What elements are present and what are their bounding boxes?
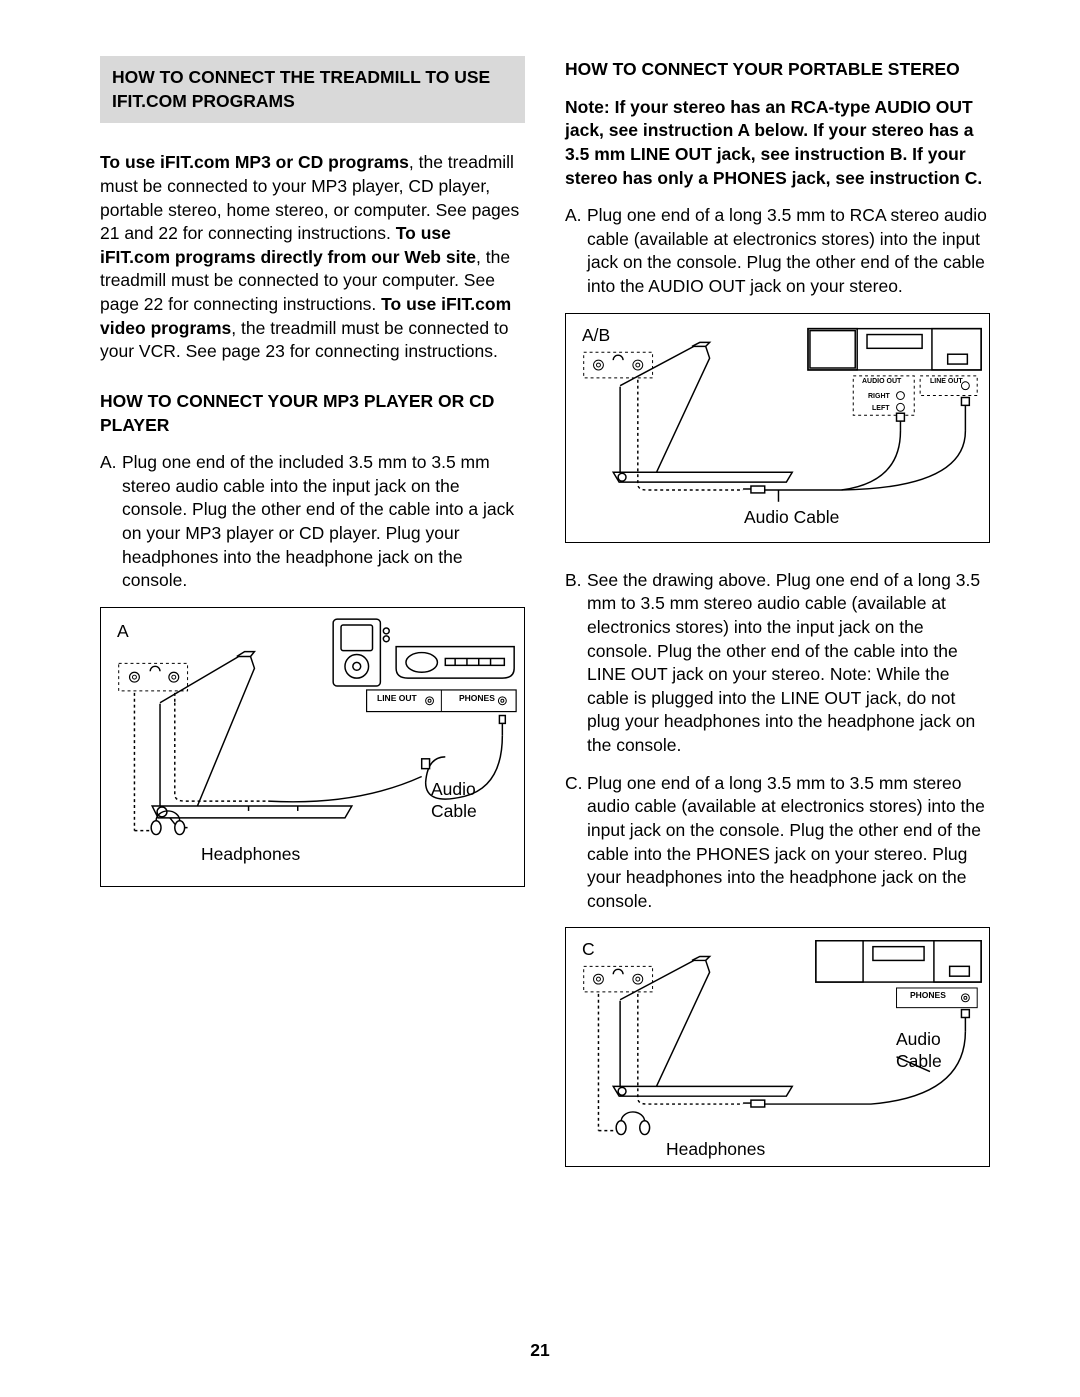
list-letter: B. (565, 569, 587, 758)
figure-ab-corner-label: A/B (582, 324, 610, 348)
figure-ab: A/B Audio Cable AUDIO OUT LINE OUT RIGHT… (565, 313, 990, 543)
figure-c-headphones-label: Headphones (666, 1138, 765, 1162)
figure-a-svg (101, 608, 524, 886)
figure-c-corner-label: C (582, 938, 595, 962)
page-number: 21 (0, 1340, 1080, 1361)
left-subhead: HOW TO CONNECT YOUR MP3 PLAYER OR CD PLA… (100, 390, 525, 437)
list-letter: C. (565, 772, 587, 914)
list-body: Plug one end of the included 3.5 mm to 3… (122, 451, 525, 593)
page-content: HOW TO CONNECT THE TREADMILL TO USE IFIT… (0, 0, 1080, 1227)
right-item-c: C. Plug one end of a long 3.5 mm to 3.5 … (565, 772, 990, 914)
figure-c-cable-label: Cable (896, 1050, 942, 1074)
figure-a-cable-label: Cable (431, 800, 477, 824)
figure-a-lineout-label: LINE OUT (377, 693, 417, 704)
left-header-box: HOW TO CONNECT THE TREADMILL TO USE IFIT… (100, 56, 525, 123)
list-body: Plug one end of a long 3.5 mm to 3.5 mm … (587, 772, 990, 914)
figure-ab-audioout-label: AUDIO OUT (862, 377, 901, 386)
figure-a-headphones-label: Headphones (201, 843, 300, 867)
figure-a-phones-label: PHONES (459, 693, 495, 704)
figure-ab-left-label: LEFT (872, 404, 890, 413)
figure-c-audio-label: Audio (896, 1028, 941, 1052)
intro-paragraph: To use iFIT.com MP3 or CD programs, the … (100, 151, 525, 364)
list-letter: A. (565, 204, 587, 299)
figure-ab-right-label: RIGHT (868, 392, 890, 401)
right-column: HOW TO CONNECT YOUR PORTABLE STEREO Note… (565, 56, 990, 1187)
right-item-b: B. See the drawing above. Plug one end o… (565, 569, 990, 758)
list-body: See the drawing above. Plug one end of a… (587, 569, 990, 758)
figure-a-audio-label: Audio (431, 778, 476, 802)
left-item-a: A. Plug one end of the included 3.5 mm t… (100, 451, 525, 593)
figure-a: A Audio Cable Headphones LINE OUT PHONES (100, 607, 525, 887)
figure-ab-audiocable-label: Audio Cable (744, 506, 839, 530)
list-letter: A. (100, 451, 122, 593)
list-body: Plug one end of a long 3.5 mm to RCA ste… (587, 204, 990, 299)
right-item-a: A. Plug one end of a long 3.5 mm to RCA … (565, 204, 990, 299)
figure-a-corner-label: A (117, 620, 129, 644)
figure-ab-lineout-label: LINE OUT (930, 377, 963, 386)
right-header: HOW TO CONNECT YOUR PORTABLE STEREO (565, 58, 990, 82)
right-note: Note: If your stereo has an RCA-type AUD… (565, 96, 990, 191)
figure-c: C Audio Cable Headphones PHONES (565, 927, 990, 1167)
figure-c-phones-label: PHONES (910, 990, 946, 1001)
intro-bold-1: To use iFIT.com MP3 or CD programs (100, 152, 409, 172)
left-column: HOW TO CONNECT THE TREADMILL TO USE IFIT… (100, 56, 525, 1187)
